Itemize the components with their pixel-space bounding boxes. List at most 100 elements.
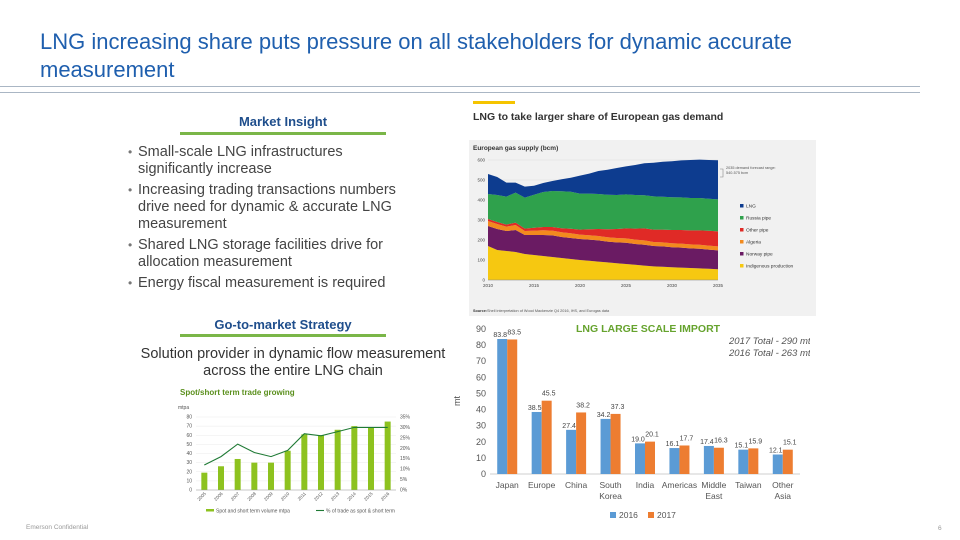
y-tick-label: 30 <box>476 421 486 431</box>
bar-volume <box>218 466 224 490</box>
legend-swatch <box>740 216 744 220</box>
x-tick-label: 2010 <box>483 283 494 288</box>
legend-label: Other pipe <box>746 228 769 234</box>
area-russia-pipe <box>488 191 718 232</box>
spot-trade-chart: Spot/short term trade growing mtpa 0 10 20… <box>178 388 411 515</box>
market-insight-heading: Market Insight <box>238 114 328 129</box>
x-tick-label: South <box>599 480 621 490</box>
legend-label: Spot and short term volume mtpa <box>216 509 290 515</box>
chart-title: Spot/short term trade growing <box>180 388 295 397</box>
data-label: 16.3 <box>714 438 728 445</box>
bar-2017 <box>748 448 759 474</box>
x-tick-label: 2013 <box>330 491 341 502</box>
bar-volume <box>251 462 258 490</box>
y-tick-label: 20 <box>186 469 192 475</box>
legend-swatch <box>740 252 744 256</box>
go-to-market-underline <box>180 334 386 337</box>
data-label: 38.2 <box>576 402 590 409</box>
area-other-pipe <box>488 219 718 247</box>
y-tick-label: 80 <box>186 415 192 421</box>
data-label: 34.2 <box>597 412 611 419</box>
legend-swatch <box>610 512 616 518</box>
annotation-2016: 2016 Total - 263 mt <box>728 348 810 359</box>
x-tick-label: 2006 <box>213 491 224 502</box>
x-tick-label: 2020 <box>575 283 586 288</box>
bar-volume <box>384 421 391 490</box>
list-item: Small-scale LNG infrastructures signific… <box>128 144 418 178</box>
y-tick-label: 90 <box>476 324 486 334</box>
legend-label: Indigenous production <box>746 264 794 270</box>
bar-2016 <box>635 443 645 474</box>
x-tick-label: 2016 <box>380 491 391 502</box>
x-tick-label: 2005 <box>196 491 207 502</box>
bar-2017 <box>576 412 587 474</box>
data-label: 15.9 <box>749 438 763 445</box>
x-tick-label: Middle <box>701 480 726 490</box>
y2-tick-label: 20% <box>400 446 411 452</box>
bar-volume <box>301 434 308 490</box>
x-tick-label: 2014 <box>346 491 357 502</box>
y-tick-label: 40 <box>476 405 486 415</box>
y-tick-label: 80 <box>476 340 486 350</box>
x-tick-label: 2008 <box>246 491 257 502</box>
data-label: 15.1 <box>783 440 797 447</box>
y-tick-label: 50 <box>476 388 486 398</box>
y2-tick-label: 25% <box>400 435 411 441</box>
x-tick-label: Europe <box>528 480 556 490</box>
data-label: 19.0 <box>631 436 645 443</box>
data-label: 45.5 <box>542 391 556 398</box>
x-tick-label: 2030 <box>667 283 678 288</box>
bar-volume <box>318 435 324 490</box>
data-label: 37.3 <box>611 404 625 411</box>
eu-gas-supply-chart: European gas supply (bcm) Source: Shell … <box>473 145 794 313</box>
legend-swatch <box>740 264 744 268</box>
area-algeria <box>488 221 718 251</box>
bar-2017 <box>541 400 552 474</box>
list-item: Increasing trading transactions numbers … <box>128 182 418 233</box>
y2-tick-label: 0% <box>400 488 408 494</box>
title-divider-bottom <box>0 92 920 93</box>
data-label: 38.5 <box>528 405 542 412</box>
x-tick-label: Other <box>772 480 793 490</box>
list-item: Shared LNG storage facilities drive for … <box>128 237 418 271</box>
annotation-2017: 2017 Total - 290 mt <box>728 336 810 347</box>
x-tick-label: 2009 <box>263 491 274 502</box>
forecast-bracket <box>720 168 724 178</box>
bar-2017 <box>507 339 518 474</box>
eu-source-label: Source: <box>473 309 487 313</box>
y-tick-label: 50 <box>186 442 192 448</box>
confidential-label: Emerson Confidential <box>26 524 89 531</box>
y-tick-label: 0 <box>481 469 486 479</box>
data-label: 17.7 <box>680 435 694 442</box>
area-indigenous-production <box>488 246 718 280</box>
y-axis-label: mtpa <box>178 405 189 411</box>
x-tick-label: Asia <box>775 491 792 501</box>
lng-import-chart: LNG LARGE SCALE IMPORT 2017 Total - 290 … <box>452 323 810 520</box>
bar-2016 <box>669 448 680 474</box>
legend-label: % of trade as spot & short term <box>326 509 395 515</box>
x-tick-label: Korea <box>599 491 622 501</box>
bar-2016 <box>703 445 714 474</box>
legend-label: LNG <box>746 204 756 210</box>
data-label: 15.1 <box>735 443 749 450</box>
market-insight-underline <box>180 132 386 135</box>
y-tick-label: 500 <box>477 178 485 183</box>
y2-tick-label: 10% <box>400 467 411 473</box>
x-tick-label: Americas <box>662 480 697 490</box>
y-tick-label: 60 <box>476 372 486 382</box>
y-tick-label: 40 <box>186 451 192 457</box>
legend-label: Algeria <box>746 240 761 246</box>
y2-tick-label: 5% <box>400 477 408 483</box>
data-label: 83.5 <box>507 329 521 336</box>
x-tick-label: 2012 <box>313 491 324 502</box>
legend-swatch <box>648 512 654 518</box>
legend-swatch <box>206 509 214 512</box>
y-tick-label: 70 <box>476 356 486 366</box>
x-tick-label: East <box>705 491 723 501</box>
legend-swatch <box>740 204 744 208</box>
title-accent <box>473 101 515 104</box>
x-tick-label: China <box>565 480 587 490</box>
data-label: 83.8 <box>493 332 507 339</box>
list-item: Energy fiscal measurement is required <box>128 275 418 292</box>
y-tick-label: 70 <box>186 424 192 430</box>
